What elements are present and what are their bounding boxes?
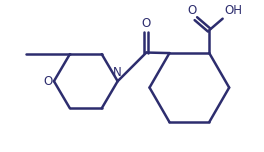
Text: N: N — [113, 66, 122, 79]
Text: O: O — [142, 17, 151, 30]
Text: OH: OH — [224, 4, 242, 17]
Text: O: O — [43, 75, 52, 88]
Text: O: O — [187, 4, 196, 17]
